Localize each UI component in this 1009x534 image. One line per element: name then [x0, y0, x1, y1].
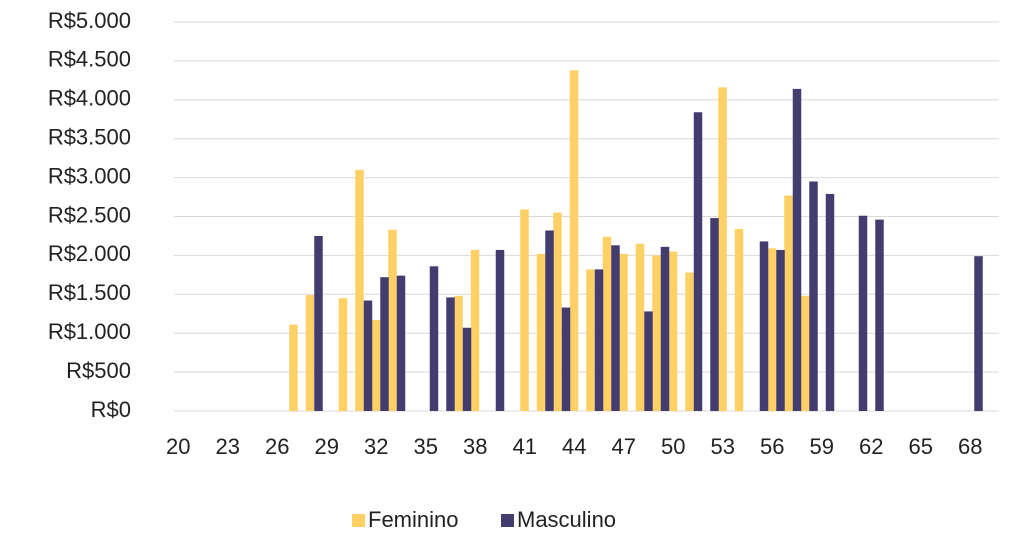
x-tick-label: 47 — [612, 434, 636, 459]
bar — [734, 228, 744, 411]
y-tick-label: R$4.500 — [48, 47, 131, 72]
y-tick-label: R$3.000 — [48, 163, 131, 188]
bar — [974, 256, 983, 411]
y-tick-label: R$1.500 — [48, 280, 131, 305]
x-tick-label: 32 — [364, 434, 388, 459]
bar — [644, 311, 653, 411]
bar — [611, 245, 620, 411]
x-tick-label: 62 — [859, 434, 883, 459]
bar — [718, 87, 727, 412]
x-tick-label: 65 — [909, 434, 933, 459]
bar — [635, 243, 645, 411]
bar — [520, 209, 529, 411]
x-tick-label: 23 — [216, 434, 240, 459]
bar — [825, 193, 835, 411]
y-tick-label: R$5.000 — [48, 8, 131, 33]
x-tick-label: 38 — [463, 434, 487, 459]
x-tick-label: 26 — [265, 434, 289, 459]
bar — [776, 249, 785, 411]
bar — [454, 295, 463, 411]
y-tick-label: R$4.000 — [48, 86, 131, 111]
bar — [875, 219, 884, 411]
bar — [619, 253, 628, 411]
legend-swatch — [501, 514, 514, 527]
x-tick-label: 56 — [760, 434, 784, 459]
legend-label: Feminino — [368, 507, 458, 532]
y-tick-label: R$1.000 — [48, 319, 131, 344]
bar — [586, 269, 595, 411]
bar — [429, 266, 439, 411]
bar — [355, 169, 364, 411]
y-tick-label: R$2.500 — [48, 202, 131, 227]
bar — [338, 298, 348, 411]
x-tick-label: 20 — [166, 434, 190, 459]
bar — [446, 297, 455, 411]
bar — [858, 215, 868, 411]
bar — [594, 269, 604, 411]
bar — [388, 229, 397, 411]
legend-label: Masculino — [517, 507, 616, 532]
bar — [668, 251, 678, 411]
bar — [545, 230, 554, 411]
bar — [569, 70, 579, 412]
bar — [693, 112, 703, 412]
bar — [710, 218, 719, 411]
bar — [380, 277, 389, 411]
x-tick-label: 68 — [958, 434, 982, 459]
bar — [371, 319, 381, 411]
bar — [685, 272, 694, 411]
bar — [602, 236, 612, 411]
bar — [363, 300, 373, 411]
bar — [314, 235, 323, 411]
x-tick-label: 53 — [711, 434, 735, 459]
x-tick-label: 41 — [513, 434, 537, 459]
legend-swatch — [352, 514, 365, 527]
bar — [800, 295, 810, 411]
bar — [792, 88, 802, 412]
bar — [767, 248, 777, 411]
bar — [652, 255, 661, 411]
x-tick-label: 35 — [414, 434, 438, 459]
bar — [536, 253, 546, 411]
x-tick-label: 44 — [562, 434, 586, 459]
bar — [462, 327, 472, 411]
y-tick-label: R$3.500 — [48, 125, 131, 150]
x-tick-label: 29 — [315, 434, 339, 459]
bar — [561, 307, 571, 411]
bar — [470, 249, 480, 411]
x-tick-label: 59 — [810, 434, 834, 459]
bar — [305, 295, 315, 411]
bar — [784, 195, 793, 411]
bar — [809, 181, 818, 411]
y-tick-label: R$2.000 — [48, 241, 131, 266]
bar — [759, 241, 769, 411]
bar — [289, 324, 298, 411]
bar — [495, 249, 505, 411]
bar — [660, 246, 670, 411]
x-tick-label: 50 — [661, 434, 685, 459]
bar — [553, 212, 562, 411]
y-tick-label: R$0 — [91, 397, 131, 422]
y-tick-label: R$500 — [66, 358, 131, 383]
bar — [396, 275, 406, 411]
